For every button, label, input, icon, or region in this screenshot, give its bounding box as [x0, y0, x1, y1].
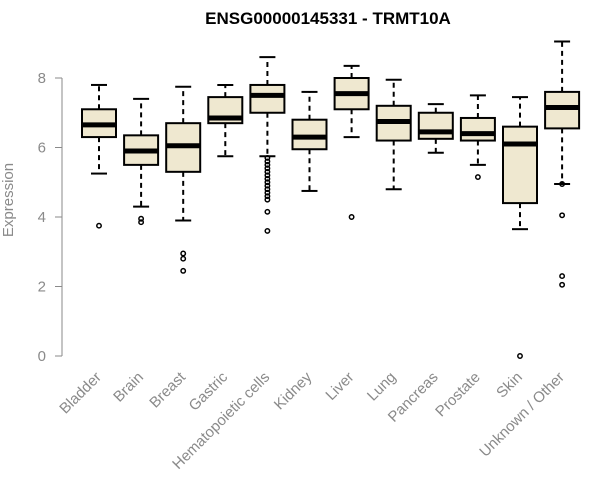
category-label: Lung: [364, 369, 400, 405]
outlier-point: [264, 179, 271, 186]
category-label: Breast: [146, 368, 189, 411]
outlier-point: [264, 189, 271, 196]
outlier-point: [264, 196, 271, 203]
outlier-point: [559, 281, 566, 288]
outlier-point: [180, 250, 187, 257]
outlier-point: [348, 214, 355, 220]
outlier-point: [138, 215, 145, 222]
outlier-point: [264, 208, 271, 215]
y-tick-label: 6: [38, 140, 46, 157]
outlier-point: [264, 165, 271, 172]
outlier-point: [264, 175, 271, 182]
category-label: Brain: [110, 369, 147, 406]
y-tick-label: 4: [38, 209, 46, 226]
outlier-point: [180, 255, 187, 262]
outlier-point: [264, 168, 271, 175]
box-gastric: [207, 83, 244, 158]
y-axis: 0 2 4 6 8: [38, 70, 63, 365]
outlier-point: [559, 212, 566, 219]
boxes-layer: [81, 40, 581, 359]
outlier-point: [180, 267, 187, 274]
outlier-point: [264, 182, 271, 189]
outlier-point: [264, 227, 271, 234]
box-brain: [123, 97, 160, 226]
y-tick-label: 2: [38, 279, 46, 296]
iqr-box: [459, 116, 496, 142]
box-kidney: [291, 90, 328, 192]
outlier-point: [264, 193, 271, 200]
outlier-point: [138, 219, 145, 226]
outlier-point: [264, 154, 271, 161]
box-breast: [165, 85, 202, 274]
category-label: Kidney: [271, 368, 316, 413]
outlier-point: [96, 222, 102, 229]
iqr-box: [249, 83, 286, 114]
outlier-point: [264, 161, 271, 168]
box-lung: [375, 78, 412, 191]
box-liver: [333, 64, 370, 220]
outlier-point: [264, 158, 271, 165]
y-axis-label: Expression: [0, 163, 17, 237]
box-pancreas: [417, 103, 454, 154]
iqr-box: [502, 125, 538, 205]
box-hematopoietic-cells: [249, 56, 286, 234]
outlier-point: [474, 174, 481, 180]
box-prostate: [459, 94, 496, 180]
chart-title: ENSG00000145331 - TRMT10A: [205, 9, 451, 28]
outlier-point: [264, 186, 271, 193]
category-label: Skin: [493, 369, 526, 402]
box-skin: [502, 96, 538, 359]
box-bladder: [81, 83, 117, 229]
y-tick-label: 8: [38, 70, 46, 87]
category-label: Liver: [322, 369, 357, 404]
category-label: Prostate: [432, 369, 484, 421]
outlier-point: [517, 353, 523, 359]
iqr-box: [291, 118, 328, 151]
box-unknown-other: [544, 40, 581, 288]
y-tick-label: 0: [38, 348, 46, 365]
outlier-point: [264, 172, 271, 179]
outlier-point: [559, 273, 566, 280]
iqr-box: [417, 111, 454, 140]
category-label: Bladder: [56, 369, 105, 418]
iqr-box: [544, 90, 581, 130]
outlier-point: [559, 181, 566, 187]
